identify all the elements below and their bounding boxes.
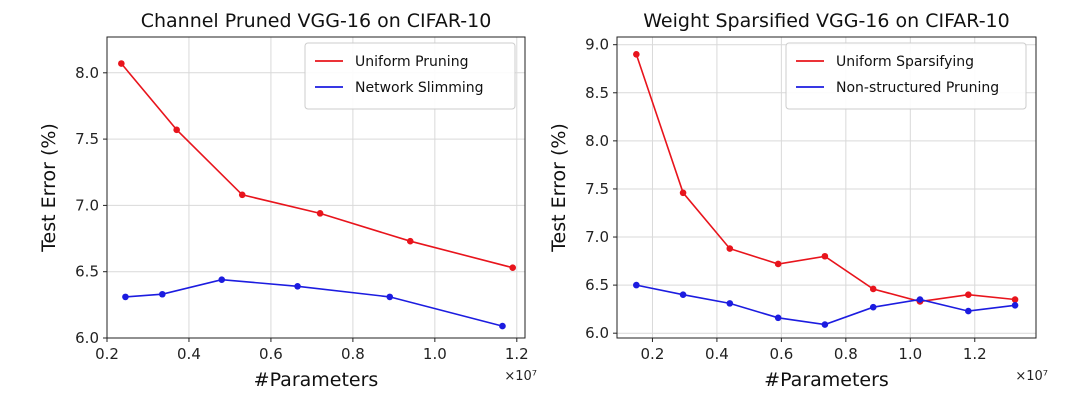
data-point xyxy=(173,126,180,134)
plot-frame xyxy=(616,36,1037,339)
y-tick-label: 7.5 xyxy=(75,130,99,148)
data-point xyxy=(774,260,782,268)
data-point xyxy=(406,237,414,245)
data-point xyxy=(633,281,640,289)
legend-label: Network Slimming xyxy=(355,80,484,96)
data-point xyxy=(294,282,301,290)
y-axis-label: Test Error (%) xyxy=(38,123,60,253)
data-point xyxy=(316,210,324,217)
data-point xyxy=(821,252,829,260)
x-tick-label: 0.4 xyxy=(177,345,201,363)
legend-label: Non-structured Pruning xyxy=(836,80,999,96)
y-axis-label: Test Error (%) xyxy=(548,123,570,253)
y-tick-label: 6.5 xyxy=(585,276,609,294)
data-point xyxy=(916,296,924,303)
series-line-non-structured-pruning xyxy=(636,284,1016,326)
data-point xyxy=(726,300,734,307)
x-tick-label: 1.0 xyxy=(423,345,447,363)
data-point xyxy=(774,314,782,322)
series-line-network-slimming xyxy=(125,278,503,327)
y-tick-label: 7.5 xyxy=(585,180,609,198)
chart-title: Weight Sparsified VGG-16 on CIFAR-10 xyxy=(643,10,1009,32)
y-tick-label: 7.0 xyxy=(75,196,99,214)
data-point xyxy=(218,276,226,283)
x-tick-label: 0.6 xyxy=(769,345,793,363)
data-point xyxy=(633,51,640,58)
y-tick-label: 6.0 xyxy=(75,329,99,347)
plot-frame xyxy=(106,36,526,339)
data-point xyxy=(679,291,687,299)
data-point xyxy=(965,307,972,315)
y-tick-label: 7.0 xyxy=(585,228,609,246)
legend xyxy=(785,42,1027,110)
data-point xyxy=(159,290,166,298)
data-point xyxy=(509,264,517,272)
x-tick-label: 0.8 xyxy=(834,345,858,363)
x-tick-label: 1.2 xyxy=(505,345,529,363)
data-point xyxy=(1011,296,1019,303)
legend-label: Uniform Sparsifying xyxy=(836,54,974,70)
y-tick-label: 6.5 xyxy=(75,263,99,281)
data-point xyxy=(869,303,877,311)
x-tick-label: 0.2 xyxy=(95,345,119,363)
x-tick-label: 0.4 xyxy=(705,345,729,363)
y-tick-label: 8.0 xyxy=(75,64,99,82)
x-tick-label: 1.2 xyxy=(963,345,987,363)
x-axis-label: #Parameters xyxy=(764,369,889,391)
x-axis-label: #Parameters xyxy=(254,369,379,391)
y-tick-label: 9.0 xyxy=(585,36,609,54)
legend-label: Uniform Pruning xyxy=(355,54,468,70)
data-point xyxy=(122,293,129,301)
data-point xyxy=(821,321,829,328)
data-point xyxy=(726,245,734,252)
data-point xyxy=(118,60,125,67)
data-point xyxy=(499,322,506,330)
x-axis-multiplier: ×10⁷ xyxy=(1015,369,1048,384)
data-point xyxy=(1011,302,1019,309)
x-tick-label: 1.0 xyxy=(898,345,922,363)
legend xyxy=(304,42,516,110)
series-line-uniform-pruning xyxy=(120,62,513,269)
y-tick-label: 8.5 xyxy=(585,84,609,102)
x-tick-label: 0.8 xyxy=(341,345,365,363)
x-tick-label: 0.6 xyxy=(259,345,283,363)
chart-weight-sparsified: 6.0 6.5 7.0 7.5 8.0 8.5 9.0 0.2 0.4 0.6 0.8 1.0 1.2 ×… xyxy=(548,10,1048,391)
x-tick-label: 0.2 xyxy=(641,345,665,363)
data-point xyxy=(238,191,246,199)
y-tick-label: 8.0 xyxy=(585,132,609,150)
chart-title: Channel Pruned VGG-16 on CIFAR-10 xyxy=(141,10,492,32)
data-point xyxy=(869,285,877,293)
data-point xyxy=(386,293,394,301)
chart-channel-pruned: 6.0 6.5 7.0 7.5 8.0 0.2 0.4 0.6 0.8 1.0 1.2 ×10⁷ Cha… xyxy=(38,10,537,391)
data-point xyxy=(965,291,972,299)
y-tick-label: 6.0 xyxy=(585,324,609,342)
x-axis-multiplier: ×10⁷ xyxy=(504,369,537,384)
data-point xyxy=(679,189,687,197)
